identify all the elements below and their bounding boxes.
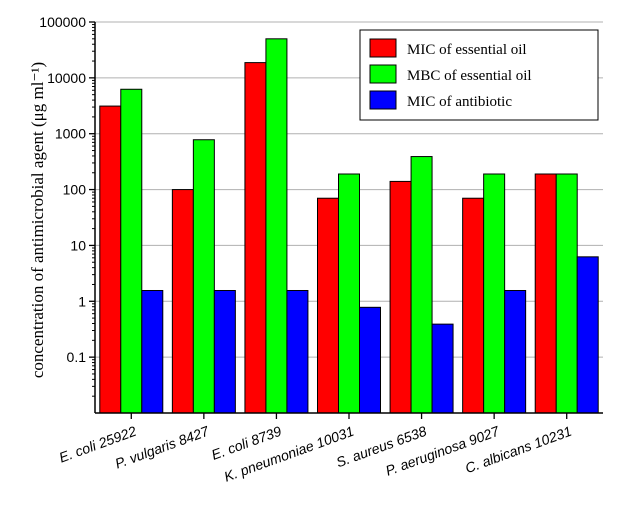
y-tick-label: 10000 [47,70,86,86]
bar [99,105,122,414]
bar [504,289,527,414]
bar [483,173,506,414]
y-axis-label: concentration of antimicrobial agent (μg… [28,62,47,378]
legend-label: MBC of essential oil [407,68,532,84]
bar [462,197,485,414]
bar [192,139,215,414]
bar [359,306,381,414]
bar [410,156,433,414]
bar [317,197,339,414]
bars [99,38,599,414]
bar [244,62,267,414]
y-axis-ticks: 0.1 1 10 100 1000 10000 100000 [39,14,95,397]
bar [389,180,412,414]
bar [431,323,454,414]
bar [213,289,236,414]
y-tick-label: 10 [70,237,86,253]
legend-label: MIC of essential oil [407,42,527,58]
legend: MIC of essential oil MBC of essential oil… [359,29,599,121]
legend-swatch [369,38,397,58]
y-tick-label: 100 [63,182,87,198]
bar [171,189,194,414]
bar [555,173,578,414]
legend-box [359,29,599,121]
legend-label: MIC of antibiotic [407,94,512,110]
bar [120,88,143,414]
bar [534,173,557,414]
y-tick-label: 0.1 [67,349,87,365]
legend-swatch [369,90,397,110]
y-tick-label: 100000 [39,14,86,30]
y-tick-label: 1000 [55,126,86,142]
bar [141,289,164,414]
bar [576,256,599,414]
bar [338,173,360,414]
bar [265,38,288,414]
bar [286,289,309,414]
legend-swatch [369,64,397,84]
y-tick-label: 1 [78,293,86,309]
